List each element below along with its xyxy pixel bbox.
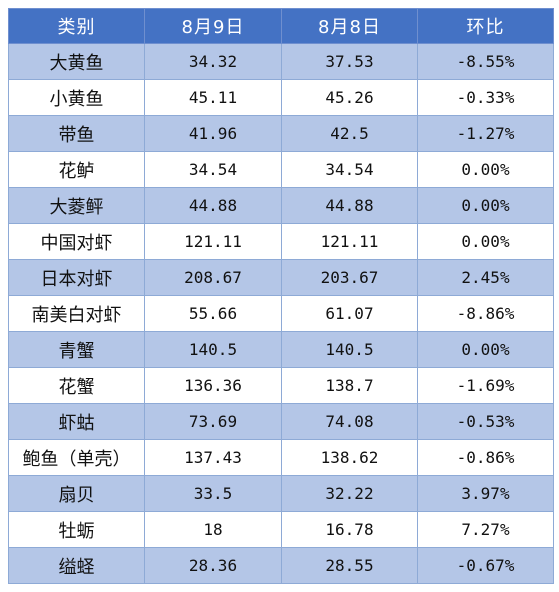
change-cell: -8.86% xyxy=(417,295,554,332)
table-row: 大黄鱼 34.32 37.53 -8.55% xyxy=(8,43,554,80)
table-body: 大黄鱼 34.32 37.53 -8.55% 小黄鱼 45.11 45.26 -0.33% 带鱼… xyxy=(8,43,554,584)
aug-9-price-cell: 55.66 xyxy=(144,295,282,332)
change-cell: -0.67% xyxy=(417,547,554,584)
category-cell: 大黄鱼 xyxy=(8,43,145,80)
aug-9-price-cell: 140.5 xyxy=(144,331,282,368)
table-row: 花鲈 34.54 34.54 0.00% xyxy=(8,151,554,188)
table-header: 类别 8月9日 8月8日 环比 xyxy=(8,8,554,44)
change-cell: 0.00% xyxy=(417,187,554,224)
aug-9-price-cell: 137.43 xyxy=(144,439,282,476)
aug-8-price-cell: 28.55 xyxy=(281,547,418,584)
change-cell: 0.00% xyxy=(417,223,554,260)
aug-9-price-cell: 41.96 xyxy=(144,115,282,152)
change-cell: -0.53% xyxy=(417,403,554,440)
aug-8-price-cell: 45.26 xyxy=(281,79,418,116)
aug-9-price-cell: 33.5 xyxy=(144,475,282,512)
aug-9-price-cell: 34.54 xyxy=(144,151,282,188)
aug-8-price-cell: 140.5 xyxy=(281,331,418,368)
change-cell: 3.97% xyxy=(417,475,554,512)
table-row: 大菱鲆 44.88 44.88 0.00% xyxy=(8,187,554,224)
change-cell: 7.27% xyxy=(417,511,554,548)
category-cell: 带鱼 xyxy=(8,115,145,152)
category-cell: 扇贝 xyxy=(8,475,145,512)
aug-8-price-cell: 37.53 xyxy=(281,43,418,80)
table-row: 带鱼 41.96 42.5 -1.27% xyxy=(8,115,554,152)
aug-8-price-cell: 16.78 xyxy=(281,511,418,548)
aug-8-price-cell: 121.11 xyxy=(281,223,418,260)
aug-9-price-cell: 44.88 xyxy=(144,187,282,224)
table-row: 南美白对虾 55.66 61.07 -8.86% xyxy=(8,295,554,332)
change-cell: 2.45% xyxy=(417,259,554,296)
change-cell: -1.69% xyxy=(417,367,554,404)
change-cell: -1.27% xyxy=(417,115,554,152)
category-cell: 青蟹 xyxy=(8,331,145,368)
table-row: 扇贝 33.5 32.22 3.97% xyxy=(8,475,554,512)
category-cell: 花蟹 xyxy=(8,367,145,404)
category-cell: 中国对虾 xyxy=(8,223,145,260)
aug-8-price-cell: 44.88 xyxy=(281,187,418,224)
table-row: 虾蛄 73.69 74.08 -0.53% xyxy=(8,403,554,440)
aug-8-price-cell: 42.5 xyxy=(281,115,418,152)
aug-8-price-cell: 32.22 xyxy=(281,475,418,512)
header-aug-8: 8月8日 xyxy=(281,8,418,44)
header-aug-9: 8月9日 xyxy=(144,8,282,44)
table-row: 中国对虾 121.11 121.11 0.00% xyxy=(8,223,554,260)
change-cell: -8.55% xyxy=(417,43,554,80)
aug-9-price-cell: 18 xyxy=(144,511,282,548)
category-cell: 大菱鲆 xyxy=(8,187,145,224)
category-cell: 花鲈 xyxy=(8,151,145,188)
aug-9-price-cell: 45.11 xyxy=(144,79,282,116)
category-cell: 缢蛏 xyxy=(8,547,145,584)
aug-8-price-cell: 203.67 xyxy=(281,259,418,296)
table-row: 鲍鱼（单壳） 137.43 138.62 -0.86% xyxy=(8,439,554,476)
aug-8-price-cell: 34.54 xyxy=(281,151,418,188)
table-row: 日本对虾 208.67 203.67 2.45% xyxy=(8,259,554,296)
change-cell: 0.00% xyxy=(417,151,554,188)
table-row: 牡蛎 18 16.78 7.27% xyxy=(8,511,554,548)
aug-8-price-cell: 138.62 xyxy=(281,439,418,476)
header-row: 类别 8月9日 8月8日 环比 xyxy=(8,8,554,44)
category-cell: 小黄鱼 xyxy=(8,79,145,116)
aug-8-price-cell: 74.08 xyxy=(281,403,418,440)
table-row: 青蟹 140.5 140.5 0.00% xyxy=(8,331,554,368)
table-row: 小黄鱼 45.11 45.26 -0.33% xyxy=(8,79,554,116)
category-cell: 鲍鱼（单壳） xyxy=(8,439,145,476)
change-cell: 0.00% xyxy=(417,331,554,368)
aug-9-price-cell: 28.36 xyxy=(144,547,282,584)
aug-9-price-cell: 208.67 xyxy=(144,259,282,296)
category-cell: 日本对虾 xyxy=(8,259,145,296)
aug-8-price-cell: 138.7 xyxy=(281,367,418,404)
table-row: 缢蛏 28.36 28.55 -0.67% xyxy=(8,547,554,584)
table-row: 花蟹 136.36 138.7 -1.69% xyxy=(8,367,554,404)
header-change: 环比 xyxy=(417,8,554,44)
table-container: 类别 8月9日 8月8日 环比 大黄鱼 34.32 37.53 -8.55% 小黄鱼 45… xyxy=(8,8,554,584)
aug-9-price-cell: 121.11 xyxy=(144,223,282,260)
aug-9-price-cell: 34.32 xyxy=(144,43,282,80)
category-cell: 虾蛄 xyxy=(8,403,145,440)
category-cell: 南美白对虾 xyxy=(8,295,145,332)
header-category: 类别 xyxy=(8,8,145,44)
aug-8-price-cell: 61.07 xyxy=(281,295,418,332)
price-table: 类别 8月9日 8月8日 环比 大黄鱼 34.32 37.53 -8.55% 小黄鱼 45… xyxy=(8,8,554,584)
aug-9-price-cell: 136.36 xyxy=(144,367,282,404)
change-cell: -0.86% xyxy=(417,439,554,476)
change-cell: -0.33% xyxy=(417,79,554,116)
aug-9-price-cell: 73.69 xyxy=(144,403,282,440)
category-cell: 牡蛎 xyxy=(8,511,145,548)
